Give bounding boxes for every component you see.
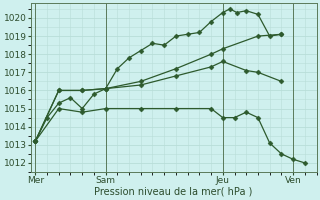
X-axis label: Pression niveau de la mer( hPa ): Pression niveau de la mer( hPa ) [94,187,253,197]
